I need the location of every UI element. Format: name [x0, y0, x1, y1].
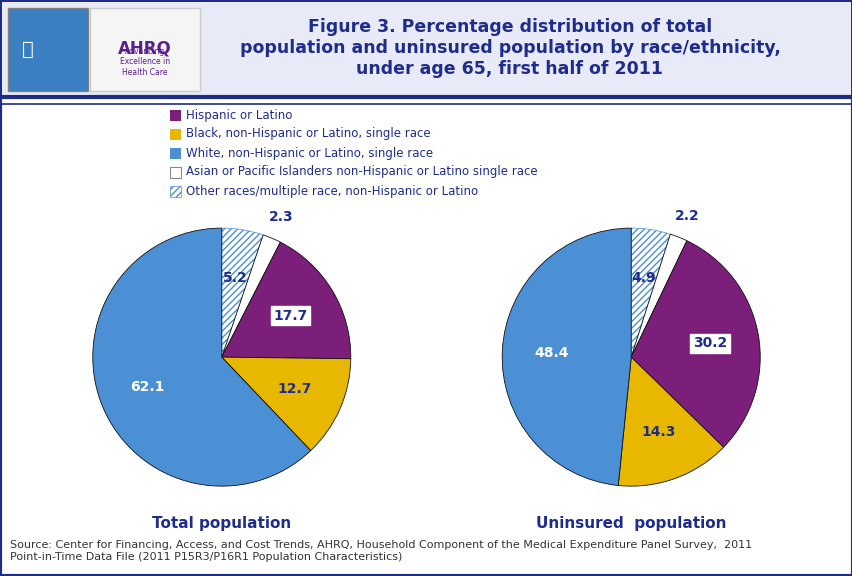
Text: Advancing
Excellence in
Health Care: Advancing Excellence in Health Care: [120, 47, 170, 77]
Text: Source: Center for Financing, Access, and Cost Trends, AHRQ, Household Component: Source: Center for Financing, Access, an…: [10, 540, 751, 562]
Text: 30.2: 30.2: [692, 336, 726, 350]
Bar: [3, 3, 849, 96]
Text: Figure 3. Percentage distribution of total
population and uninsured population b: Figure 3. Percentage distribution of tot…: [239, 18, 780, 78]
Wedge shape: [618, 357, 722, 486]
Text: Asian or Pacific Islanders non-Hispanic or Latino single race: Asian or Pacific Islanders non-Hispanic …: [186, 165, 537, 179]
Wedge shape: [630, 228, 670, 357]
Text: 48.4: 48.4: [533, 346, 568, 360]
Text: 4.9: 4.9: [630, 271, 655, 285]
Text: 🦅: 🦅: [22, 40, 34, 59]
Bar: [170, 110, 181, 121]
Text: 12.7: 12.7: [278, 382, 312, 396]
Wedge shape: [502, 228, 630, 486]
Wedge shape: [630, 234, 686, 357]
Text: AHRQ: AHRQ: [118, 39, 171, 57]
Wedge shape: [630, 241, 759, 447]
Text: 5.2: 5.2: [222, 271, 247, 285]
Text: 2.3: 2.3: [268, 210, 293, 224]
Text: Other races/multiple race, non-Hispanic or Latino: Other races/multiple race, non-Hispanic …: [186, 184, 478, 198]
Text: Black, non-Hispanic or Latino, single race: Black, non-Hispanic or Latino, single ra…: [186, 127, 430, 141]
Text: 2.2: 2.2: [674, 209, 699, 222]
Text: 62.1: 62.1: [130, 380, 164, 394]
Text: Hispanic or Latino: Hispanic or Latino: [186, 108, 292, 122]
Wedge shape: [93, 228, 310, 486]
Text: White, non-Hispanic or Latino, single race: White, non-Hispanic or Latino, single ra…: [186, 146, 433, 160]
Text: 17.7: 17.7: [273, 309, 307, 323]
Wedge shape: [222, 357, 350, 450]
Bar: [170, 129, 181, 140]
Bar: [170, 186, 181, 197]
Wedge shape: [222, 228, 263, 357]
Title: Total population: Total population: [152, 516, 291, 530]
Text: 14.3: 14.3: [641, 425, 675, 439]
Title: Uninsured  population: Uninsured population: [535, 516, 726, 530]
Wedge shape: [222, 235, 280, 357]
Bar: [90, 8, 199, 91]
Bar: [170, 148, 181, 159]
Wedge shape: [222, 242, 350, 359]
Bar: [8, 8, 88, 91]
Bar: [170, 167, 181, 178]
